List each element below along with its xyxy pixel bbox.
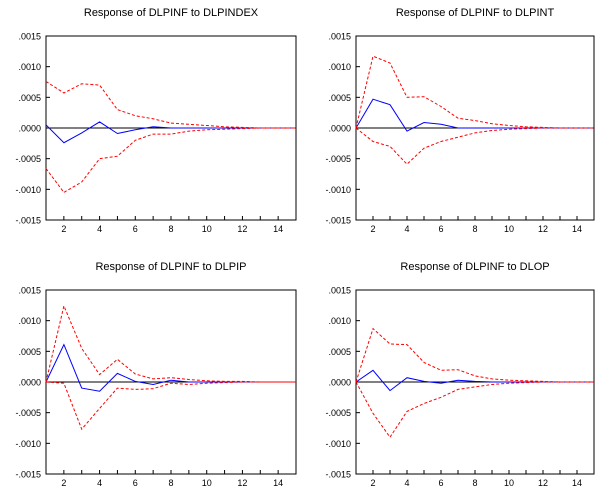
x-tick-label-dlpip: 4 <box>97 478 102 488</box>
panel-title-dlpint: Response of DLPINF to DLPINT <box>396 7 555 19</box>
x-tick-label-dlpindex: 12 <box>237 224 247 234</box>
y-tick-label-dlop: .0010 <box>328 316 351 326</box>
x-tick-label-dlpint: 8 <box>472 224 477 234</box>
panel-dlop: Response of DLPINF to DLOP .0015 .0010 .00… <box>325 261 595 488</box>
y-tick-label-dlpip: -.0010 <box>15 439 41 449</box>
x-tick-label-dlpindex: 10 <box>202 224 212 234</box>
y-tick-label-dlop: -.0010 <box>325 439 351 449</box>
x-tick-label-dlop: 4 <box>404 478 409 488</box>
y-tick-label-dlpindex: .0000 <box>18 124 41 134</box>
upper-band-line-dlpindex <box>45 80 296 129</box>
upper-band-line-dlpip <box>45 304 296 383</box>
response-line-dlpindex <box>45 121 296 144</box>
y-tick-label-dlop: .0000 <box>328 378 351 388</box>
y-tick-label-dlpint: -.0010 <box>325 185 351 195</box>
y-tick-label-dlpip: -.0005 <box>15 408 41 418</box>
lower-band-line-dlpip <box>45 381 296 431</box>
x-tick-label-dlpindex: 4 <box>97 224 102 234</box>
panel-title-dlpip: Response of DLPINF to DLPIP <box>95 261 246 273</box>
y-tick-label-dlpindex: .0015 <box>18 32 41 42</box>
upper-band-line-dlop <box>355 327 594 383</box>
x-tick-label-dlop: 14 <box>572 478 582 488</box>
response-line-dlpint <box>355 98 594 132</box>
y-tick-label-dlpip: .0010 <box>18 316 41 326</box>
y-tick-label-dlpint: -.0005 <box>325 154 351 164</box>
y-tick-label-dlpindex: -.0010 <box>15 185 41 195</box>
x-tick-label-dlpip: 10 <box>202 478 212 488</box>
panel-title-dlop: Response of DLPINF to DLOP <box>400 261 549 273</box>
x-tick-label-dlop: 12 <box>538 478 548 488</box>
lower-band-line-dlpindex <box>45 127 296 194</box>
x-tick-label-dlop: 2 <box>370 478 375 488</box>
y-tick-label-dlpint: .0010 <box>328 62 351 72</box>
x-tick-label-dlpindex: 14 <box>273 224 283 234</box>
x-tick-label-dlpip: 6 <box>133 478 138 488</box>
x-tick-label-dlpint: 2 <box>370 224 375 234</box>
x-tick-label-dlpint: 10 <box>504 224 514 234</box>
x-tick-label-dlop: 10 <box>504 478 514 488</box>
upper-band-line-dlpint <box>355 55 594 129</box>
lower-band-line-dlpint <box>355 127 594 165</box>
y-tick-label-dlpint: .0000 <box>328 124 351 134</box>
x-tick-label-dlpip: 2 <box>61 478 66 488</box>
y-tick-label-dlpip: .0005 <box>18 347 41 357</box>
y-tick-label-dlpint: .0005 <box>328 93 351 103</box>
lower-band-line-dlop <box>355 381 594 439</box>
y-tick-label-dlpip: -.0015 <box>15 470 41 480</box>
y-tick-label-dlpip: .0015 <box>18 286 41 296</box>
x-tick-label-dlpip: 14 <box>273 478 283 488</box>
x-tick-label-dlpint: 12 <box>538 224 548 234</box>
x-tick-label-dlpindex: 8 <box>168 224 173 234</box>
y-tick-label-dlop: -.0005 <box>325 408 351 418</box>
y-tick-label-dlpindex: -.0005 <box>15 154 41 164</box>
y-tick-label-dlpindex: -.0015 <box>15 216 41 226</box>
y-tick-label-dlpint: .0015 <box>328 32 351 42</box>
panel-title-dlpindex: Response of DLPINF to DLPINDEX <box>84 7 259 19</box>
x-tick-label-dlop: 6 <box>438 478 443 488</box>
x-tick-label-dlpint: 14 <box>572 224 582 234</box>
x-tick-label-dlpint: 6 <box>438 224 443 234</box>
x-tick-label-dlpint: 4 <box>404 224 409 234</box>
panel-dlpindex: Response of DLPINF to DLPINDEX .0015 .001… <box>15 7 297 234</box>
y-tick-label-dlpindex: .0005 <box>18 93 41 103</box>
x-tick-label-dlpip: 8 <box>168 478 173 488</box>
y-tick-label-dlop: .0015 <box>328 286 351 296</box>
y-tick-label-dlpint: -.0015 <box>325 216 351 226</box>
x-tick-label-dlop: 8 <box>472 478 477 488</box>
y-tick-label-dlop: .0005 <box>328 347 351 357</box>
y-tick-label-dlpip: .0000 <box>18 378 41 388</box>
panel-dlpip: Response of DLPINF to DLPIP .0015 .0010 .0… <box>15 261 297 488</box>
x-tick-label-dlpindex: 6 <box>133 224 138 234</box>
response-line-dlop <box>355 369 594 392</box>
x-tick-label-dlpip: 12 <box>237 478 247 488</box>
panel-dlpint: Response of DLPINF to DLPINT .0015 .0010.… <box>325 7 595 234</box>
x-tick-label-dlpindex: 2 <box>61 224 66 234</box>
y-tick-label-dlpindex: .0010 <box>18 62 41 72</box>
y-tick-label-dlop: -.0015 <box>325 470 351 480</box>
